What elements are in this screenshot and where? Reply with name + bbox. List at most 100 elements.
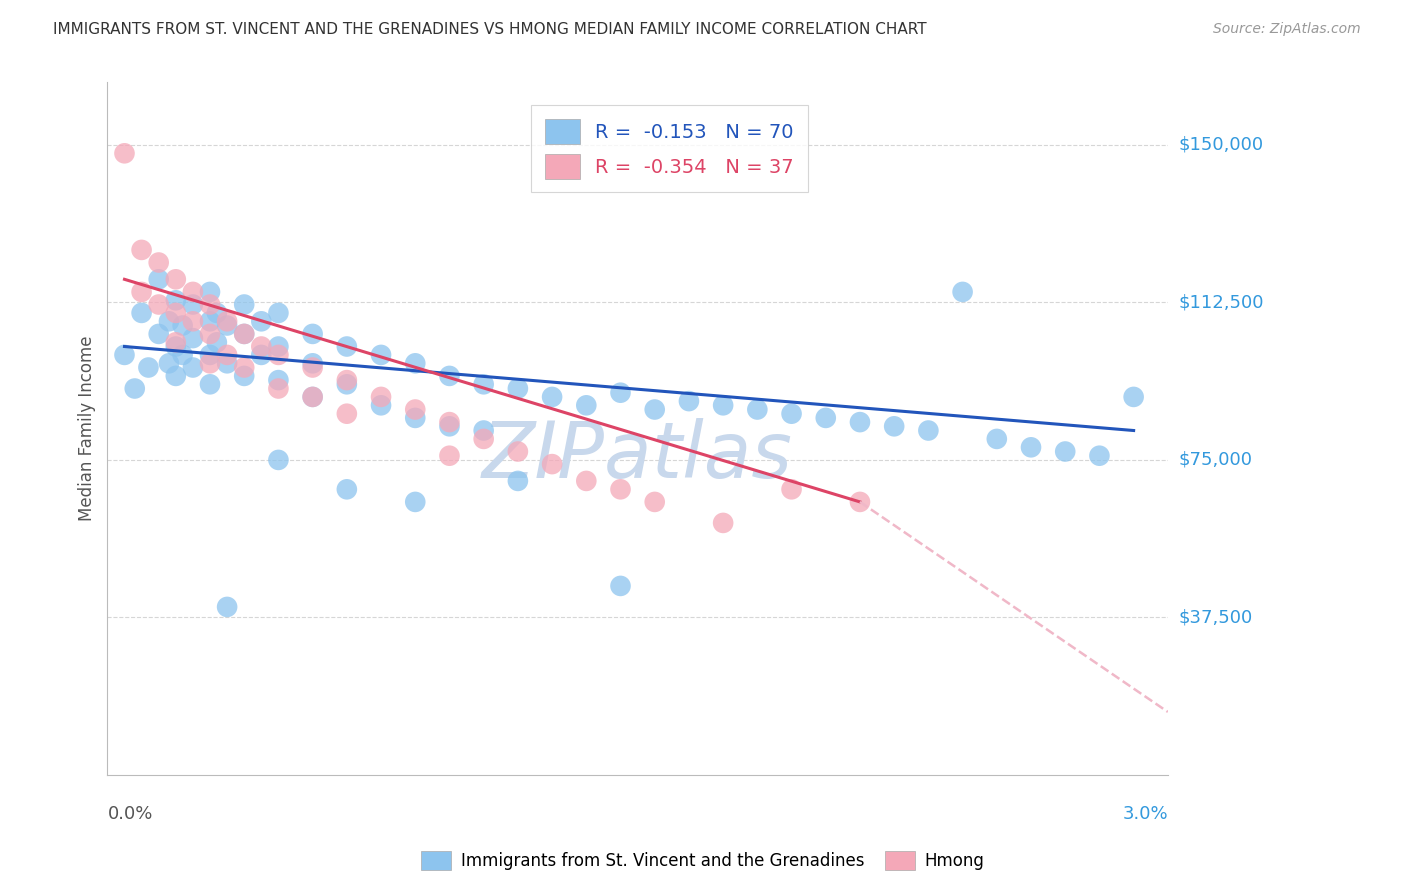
Point [301, 390, 323, 404]
Point [404, 411, 426, 425]
Point [267, 373, 290, 387]
Point [165, 368, 187, 383]
Text: $37,500: $37,500 [1180, 608, 1253, 626]
Point [233, 326, 256, 341]
Point [439, 368, 461, 383]
Point [644, 402, 666, 417]
Text: Source: ZipAtlas.com: Source: ZipAtlas.com [1213, 22, 1361, 37]
Point [131, 243, 153, 257]
Point [541, 390, 564, 404]
Point [439, 415, 461, 429]
Point [370, 348, 392, 362]
Point [780, 407, 803, 421]
Point [609, 385, 631, 400]
Point [1054, 444, 1077, 458]
Point [198, 314, 221, 328]
Point [267, 348, 290, 362]
Point [575, 474, 598, 488]
Point [165, 272, 187, 286]
Point [506, 444, 529, 458]
Point [198, 356, 221, 370]
Point [131, 285, 153, 299]
Point [301, 356, 323, 370]
Point [336, 407, 359, 421]
Point [506, 382, 529, 396]
Point [157, 356, 180, 370]
Point [609, 483, 631, 497]
Point [370, 390, 392, 404]
Legend: Immigrants from St. Vincent and the Grenadines, Hmong: Immigrants from St. Vincent and the Gren… [415, 844, 991, 877]
Point [267, 339, 290, 353]
Point [181, 331, 204, 345]
Point [678, 394, 700, 409]
Text: ZIPatlas: ZIPatlas [482, 418, 793, 494]
Point [233, 297, 256, 311]
Point [849, 415, 872, 429]
Point [233, 368, 256, 383]
Point [198, 326, 221, 341]
Point [609, 579, 631, 593]
Point [131, 306, 153, 320]
Point [124, 382, 146, 396]
Point [1088, 449, 1111, 463]
Point [849, 495, 872, 509]
Point [205, 335, 228, 350]
Point [439, 419, 461, 434]
Point [336, 377, 359, 392]
Point [181, 285, 204, 299]
Point [181, 360, 204, 375]
Point [138, 360, 160, 375]
Point [301, 326, 323, 341]
Point [148, 297, 170, 311]
Point [250, 339, 273, 353]
Point [181, 314, 204, 328]
Point [814, 411, 837, 425]
Point [1122, 390, 1144, 404]
Point [1019, 440, 1042, 454]
Point [952, 285, 974, 299]
Point [172, 318, 194, 333]
Text: $112,500: $112,500 [1180, 293, 1264, 311]
Point [506, 474, 529, 488]
Point [198, 377, 221, 392]
Point [575, 398, 598, 412]
Point [986, 432, 1008, 446]
Point [217, 356, 239, 370]
Point [404, 356, 426, 370]
Point [198, 348, 221, 362]
Point [747, 402, 769, 417]
Point [541, 457, 564, 471]
Point [148, 326, 170, 341]
Point [181, 297, 204, 311]
Point [472, 377, 495, 392]
Point [472, 424, 495, 438]
Point [404, 495, 426, 509]
Point [404, 402, 426, 417]
Point [157, 314, 180, 328]
Point [217, 318, 239, 333]
Point [917, 424, 939, 438]
Y-axis label: Median Family Income: Median Family Income [79, 335, 96, 521]
Point [301, 360, 323, 375]
Point [711, 516, 734, 530]
Point [267, 453, 290, 467]
Point [472, 432, 495, 446]
Text: IMMIGRANTS FROM ST. VINCENT AND THE GRENADINES VS HMONG MEDIAN FAMILY INCOME COR: IMMIGRANTS FROM ST. VINCENT AND THE GREN… [53, 22, 927, 37]
Point [336, 483, 359, 497]
Point [267, 382, 290, 396]
Point [883, 419, 905, 434]
Point [172, 348, 194, 362]
Point [336, 339, 359, 353]
Point [114, 146, 136, 161]
Point [217, 314, 239, 328]
Point [165, 293, 187, 308]
Point [217, 348, 239, 362]
Point [233, 360, 256, 375]
Point [711, 398, 734, 412]
Point [165, 339, 187, 353]
Point [198, 285, 221, 299]
Point [267, 306, 290, 320]
Text: 0.0%: 0.0% [107, 805, 153, 823]
Legend: R =  -0.153   N = 70, R =  -0.354   N = 37: R = -0.153 N = 70, R = -0.354 N = 37 [531, 105, 807, 193]
Point [148, 272, 170, 286]
